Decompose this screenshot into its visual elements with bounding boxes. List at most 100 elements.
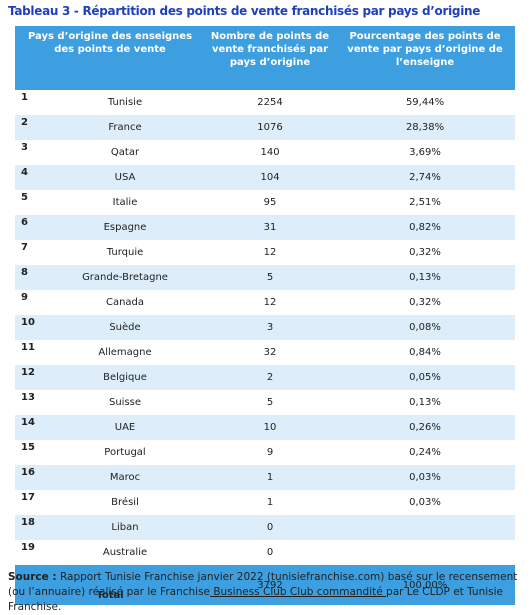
store-percent: 0,03% xyxy=(409,497,441,508)
table-title: Tableau 3 - Répartition des points de ve… xyxy=(8,4,481,18)
country: Australie xyxy=(102,547,148,558)
store-count: 3 xyxy=(205,315,336,340)
store-percent: 0,32% xyxy=(409,297,441,308)
store-count: 95 xyxy=(263,197,277,208)
total-row: Total 3792 100,00% xyxy=(15,565,516,605)
source-text: Rapport Tunisie Franchise janvier 2022 (… xyxy=(8,571,518,598)
row-number: 14 xyxy=(15,415,45,440)
country: USA xyxy=(45,165,206,190)
table-row: 7 Turquie 12 0,32% xyxy=(15,240,515,265)
country: Espagne xyxy=(45,215,206,240)
store-count: 2 xyxy=(205,365,336,390)
country: Canada xyxy=(105,297,145,308)
table-row: 4 USA 104 2,74% xyxy=(15,165,516,190)
store-count: 104 xyxy=(205,165,336,190)
row-number: 2 xyxy=(15,115,45,140)
total-count: 3792 xyxy=(205,565,336,605)
table-row: 5 Italie 95 2,51% xyxy=(15,190,515,215)
store-percent: 0,82% xyxy=(335,215,516,240)
table-row: 15 Portugal 9 0,24% xyxy=(15,440,515,465)
table-row: 10 Suède 3 0,08% xyxy=(15,315,516,340)
store-percent: 0,13% xyxy=(409,397,441,408)
row-number: 9 xyxy=(21,292,28,303)
country: Grande-Bretagne xyxy=(45,265,206,290)
store-percent: 0,03% xyxy=(335,465,516,490)
store-count: 12 xyxy=(263,297,277,308)
store-percent xyxy=(335,515,516,540)
source-link: Business Club Club commandité xyxy=(210,586,387,598)
store-percent: 59,44% xyxy=(405,97,445,108)
total-label: Total xyxy=(15,565,206,605)
country: Portugal xyxy=(104,447,146,458)
row-number: 16 xyxy=(15,465,45,490)
store-count: 140 xyxy=(260,147,280,158)
row-number: 15 xyxy=(21,442,35,453)
store-percent: 2,74% xyxy=(335,165,516,190)
total-percent: 100,00% xyxy=(335,565,516,605)
row-number: 10 xyxy=(15,315,45,340)
header-cell: Pays d’origine des enseignes des points … xyxy=(15,26,206,90)
store-percent: 0,26% xyxy=(335,415,516,440)
table-row: 1 Tunisie 2254 59,44% xyxy=(15,90,515,115)
table-row: 19 Australie 0 xyxy=(15,540,515,565)
country: Belgique xyxy=(45,365,206,390)
store-count: 0 xyxy=(205,515,336,540)
header-row: Pays d’origine des enseignes des points … xyxy=(15,26,516,90)
header-cell: Nombre de points de vente franchisés par… xyxy=(205,26,336,90)
row-number: 1 xyxy=(21,92,28,103)
store-percent: 28,38% xyxy=(335,115,516,140)
store-percent: 3,69% xyxy=(409,147,441,158)
country: UAE xyxy=(45,415,206,440)
store-count: 1 xyxy=(266,497,274,508)
country: Italie xyxy=(112,197,138,208)
row-number: 12 xyxy=(15,365,45,390)
country: Brésil xyxy=(111,497,139,508)
store-percent: 0,08% xyxy=(335,315,516,340)
source-note: Source : Rapport Tunisie Franchise janvi… xyxy=(8,570,526,615)
store-count: 32 xyxy=(263,347,277,358)
table-row: 8 Grande-Bretagne 5 0,13% xyxy=(15,265,516,290)
table-row: 18 Liban 0 xyxy=(15,515,516,540)
store-count: 31 xyxy=(205,215,336,240)
store-count: 10 xyxy=(205,415,336,440)
table-row: 17 Brésil 1 0,03% xyxy=(15,490,515,515)
row-number: 13 xyxy=(21,392,35,403)
table-row: 12 Belgique 2 0,05% xyxy=(15,365,516,390)
row-number: 11 xyxy=(21,342,35,353)
store-count: 0 xyxy=(266,547,274,558)
table-row: 13 Suisse 5 0,13% xyxy=(15,390,515,415)
country: Maroc xyxy=(45,465,206,490)
store-percent xyxy=(335,540,515,565)
row-number: 5 xyxy=(21,192,28,203)
country: Suède xyxy=(45,315,206,340)
header-cell: Pourcentage des points de vente par pays… xyxy=(335,26,516,90)
store-percent: 0,24% xyxy=(409,447,441,458)
row-number: 3 xyxy=(21,142,28,153)
table-row: 9 Canada 12 0,32% xyxy=(15,290,515,315)
country: Allemagne xyxy=(98,347,152,358)
store-count: 1 xyxy=(205,465,336,490)
table-row: 14 UAE 10 0,26% xyxy=(15,415,516,440)
source-label: Source : xyxy=(8,571,57,583)
row-number: 4 xyxy=(15,165,45,190)
store-percent: 0,05% xyxy=(335,365,516,390)
country: Suisse xyxy=(108,397,142,408)
store-count: 5 xyxy=(205,265,336,290)
store-count: 5 xyxy=(266,397,274,408)
country: Tunisie xyxy=(107,97,143,108)
table-row: 2 France 1076 28,38% xyxy=(15,115,516,140)
store-count: 1076 xyxy=(205,115,336,140)
row-number: 17 xyxy=(21,492,35,503)
table-row: 16 Maroc 1 0,03% xyxy=(15,465,516,490)
table-row: 11 Allemagne 32 0,84% xyxy=(15,340,515,365)
row-number: 19 xyxy=(21,542,35,553)
country: Qatar xyxy=(110,147,140,158)
table-row: 3 Qatar 140 3,69% xyxy=(15,140,515,165)
store-count: 2254 xyxy=(257,97,283,108)
store-percent: 0,84% xyxy=(409,347,441,358)
store-percent: 2,51% xyxy=(409,197,441,208)
page: Tableau 3 - Répartition des points de ve… xyxy=(8,4,518,613)
country: Turquie xyxy=(106,247,144,258)
row-number: 7 xyxy=(21,242,28,253)
row-number: 8 xyxy=(15,265,45,290)
